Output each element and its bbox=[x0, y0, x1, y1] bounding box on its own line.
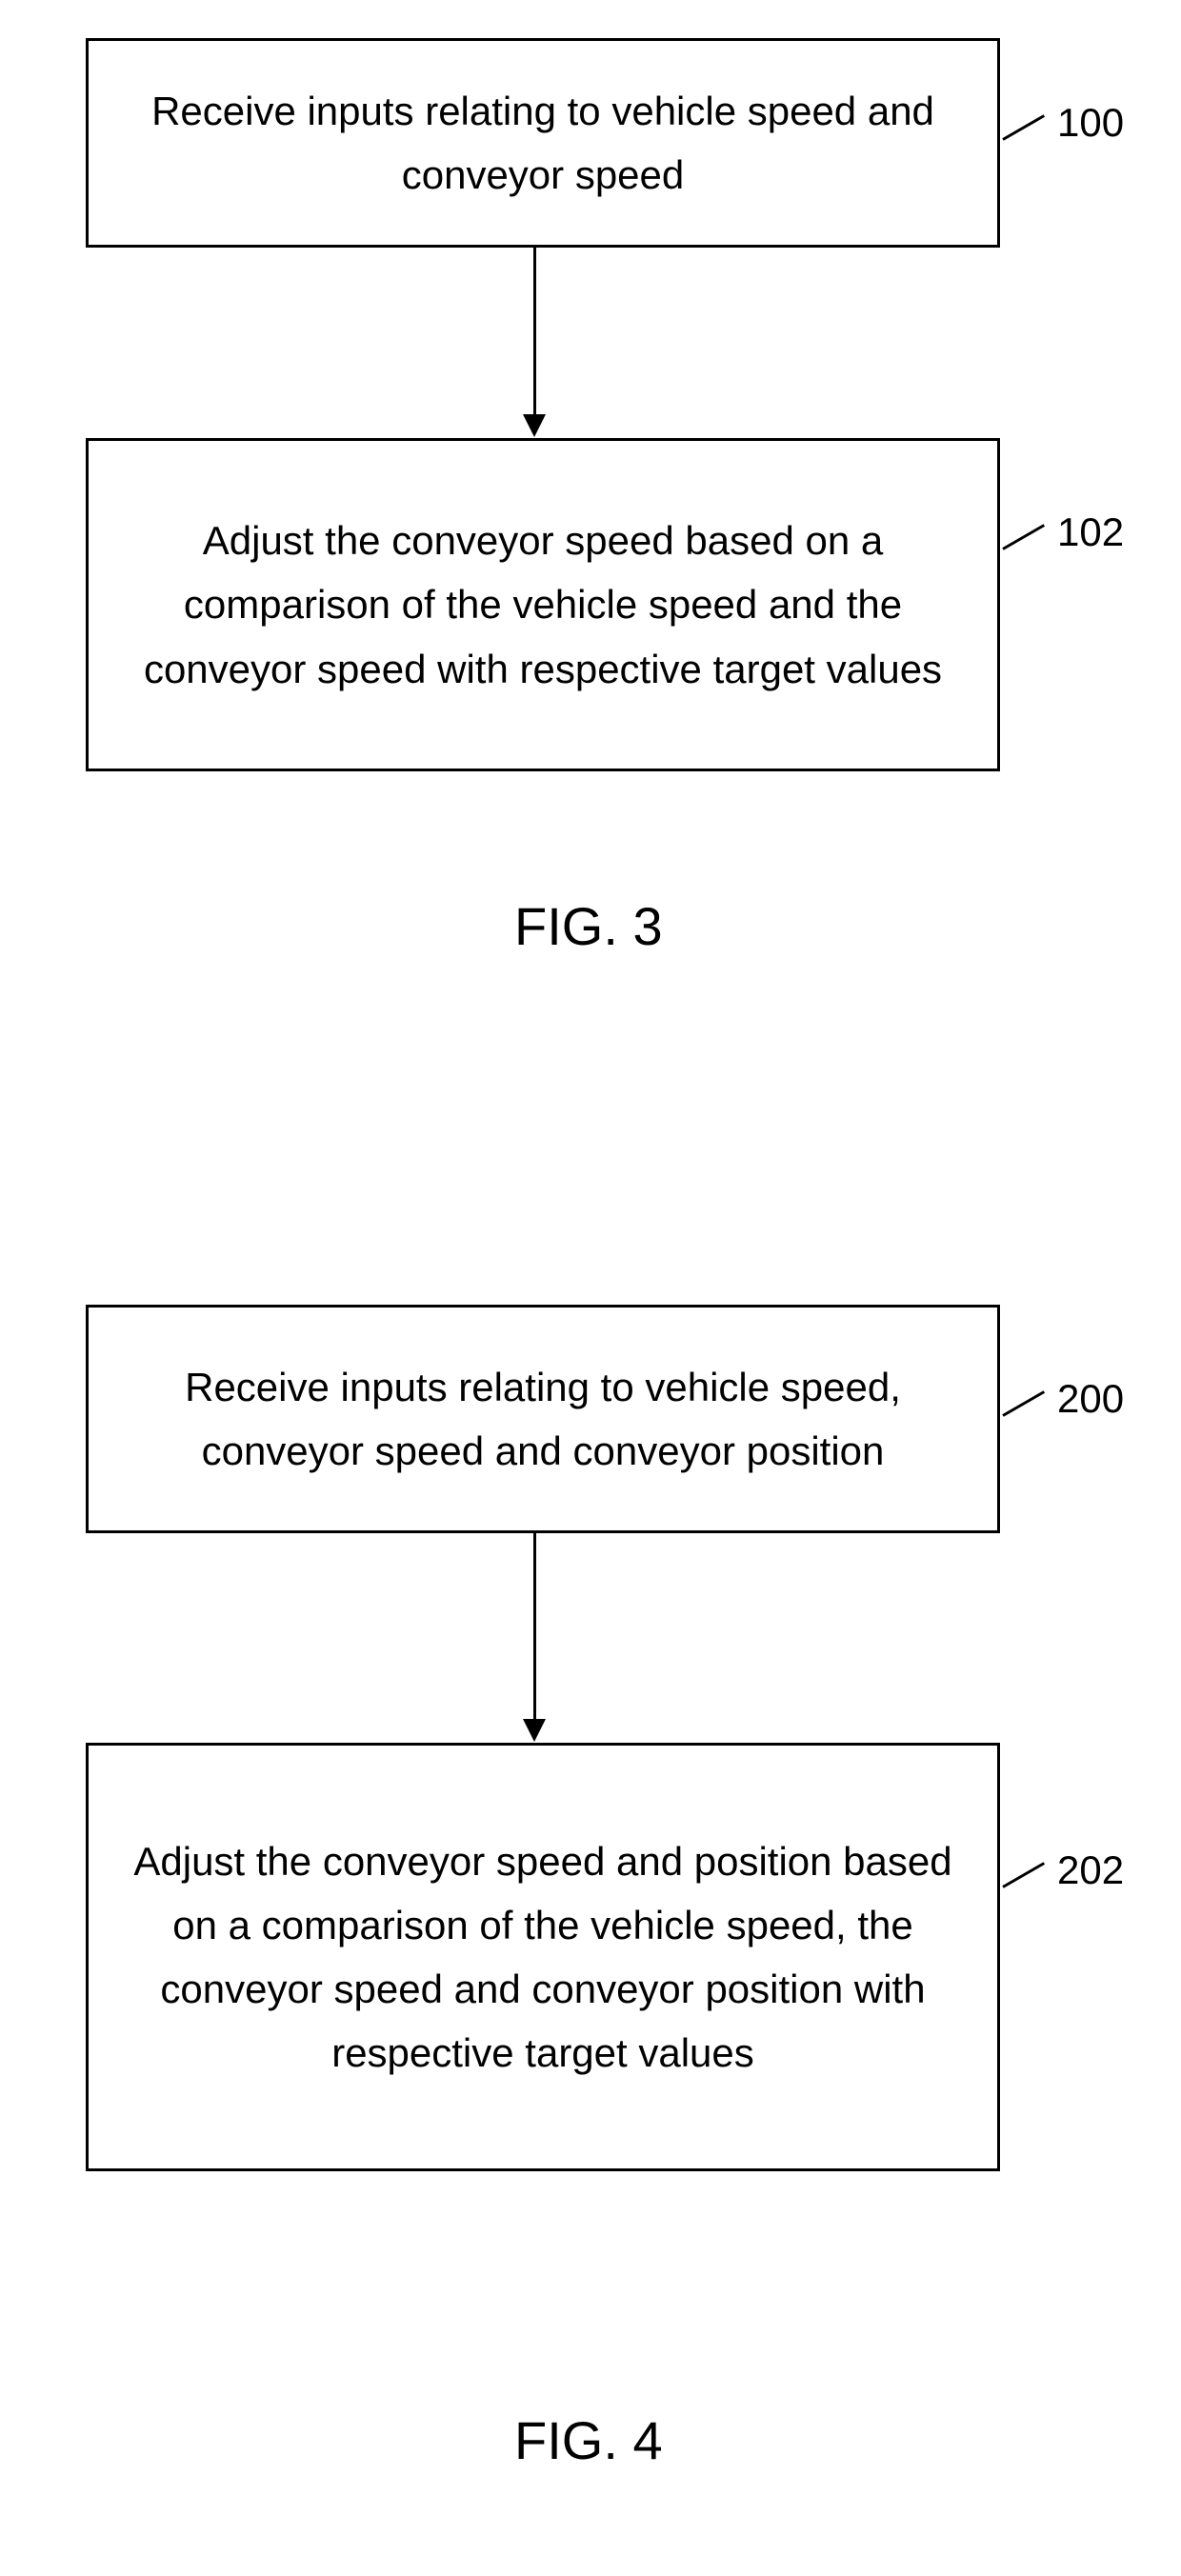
box-text: Adjust the conveyor speed based on a com… bbox=[117, 509, 969, 701]
ref-tick-200 bbox=[1002, 1390, 1045, 1417]
arrow-head-200-202 bbox=[523, 1719, 546, 1742]
flow-box-202: Adjust the conveyor speed and position b… bbox=[86, 1743, 1000, 2171]
ref-tick-100 bbox=[1002, 114, 1045, 141]
ref-label-202: 202 bbox=[1057, 1847, 1124, 1893]
arrow-100-102 bbox=[533, 248, 536, 414]
figure-label-4: FIG. 4 bbox=[514, 2409, 663, 2471]
ref-label-102: 102 bbox=[1057, 509, 1124, 555]
arrow-200-202 bbox=[533, 1533, 536, 1719]
box-text: Adjust the conveyor speed and position b… bbox=[117, 1829, 969, 2086]
box-text: Receive inputs relating to vehicle speed… bbox=[117, 1355, 969, 1483]
flow-box-100: Receive inputs relating to vehicle speed… bbox=[86, 38, 1000, 248]
ref-label-100: 100 bbox=[1057, 100, 1124, 146]
box-text: Receive inputs relating to vehicle speed… bbox=[117, 79, 969, 207]
ref-tick-102 bbox=[1002, 524, 1045, 550]
ref-tick-202 bbox=[1002, 1862, 1045, 1888]
arrow-head-100-102 bbox=[523, 414, 546, 437]
figure-label-3: FIG. 3 bbox=[514, 895, 663, 957]
ref-label-200: 200 bbox=[1057, 1376, 1124, 1422]
flow-box-200: Receive inputs relating to vehicle speed… bbox=[86, 1305, 1000, 1533]
flow-box-102: Adjust the conveyor speed based on a com… bbox=[86, 438, 1000, 771]
